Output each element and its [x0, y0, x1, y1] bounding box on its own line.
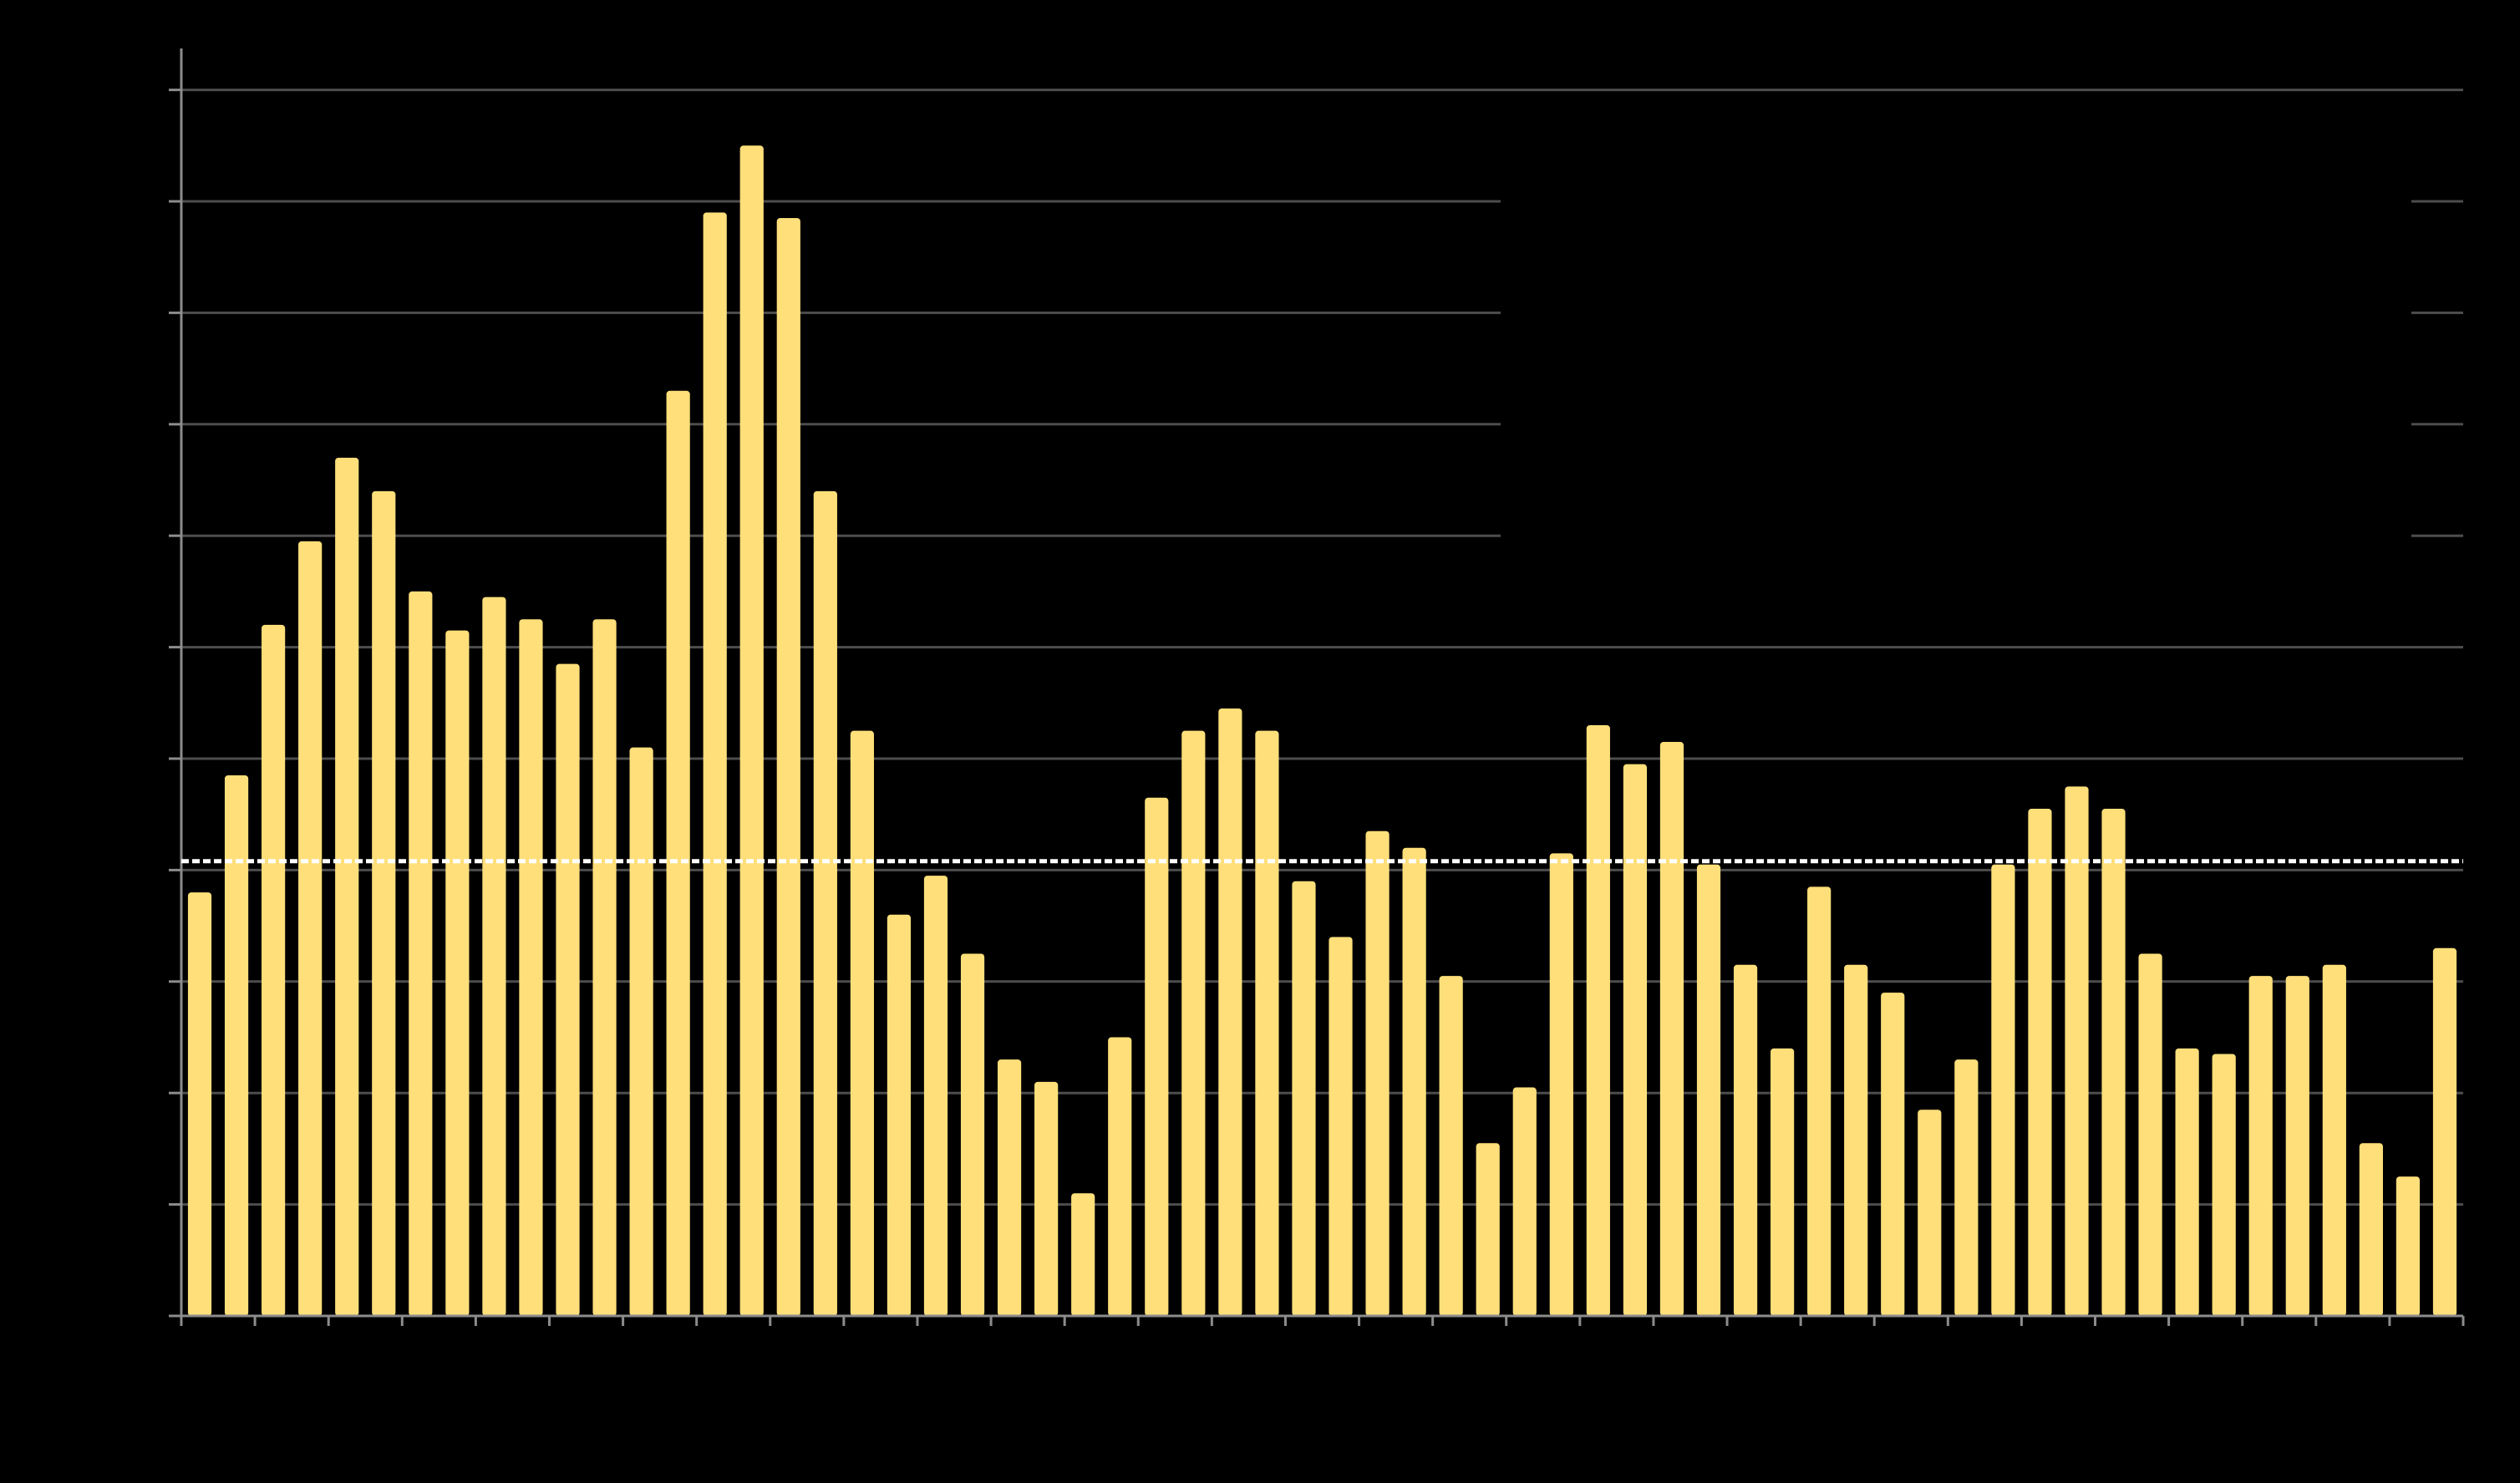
- bar: [2248, 976, 2273, 1316]
- bar: [1771, 1048, 1795, 1316]
- bar: [2212, 1054, 2236, 1316]
- bar: [703, 212, 727, 1317]
- bar: [1807, 886, 1832, 1316]
- bar: [2322, 964, 2346, 1316]
- bar: [1623, 764, 1648, 1316]
- bar: [666, 390, 690, 1316]
- bar: [409, 591, 433, 1316]
- bar: [372, 490, 396, 1316]
- bar: [1512, 1087, 1537, 1316]
- bar: [1365, 830, 1390, 1316]
- bar: [2028, 809, 2052, 1316]
- bar: [482, 597, 506, 1316]
- bar: [1218, 708, 1242, 1316]
- bar: [592, 619, 617, 1316]
- bars: [187, 145, 2457, 1317]
- bar: [997, 1059, 1022, 1316]
- bar: [335, 457, 359, 1316]
- bar: [519, 619, 543, 1316]
- bar: [1108, 1037, 1132, 1316]
- bar: [1439, 976, 1463, 1316]
- bar: [1329, 937, 1353, 1316]
- bar: [1586, 724, 1610, 1316]
- bar: [776, 218, 800, 1316]
- bar: [887, 914, 912, 1316]
- bar: [1292, 881, 1316, 1316]
- bar: [1402, 847, 1426, 1316]
- bar: [739, 145, 764, 1316]
- bar: [2101, 809, 2126, 1316]
- bar: [224, 775, 249, 1316]
- bar: [1844, 964, 1868, 1316]
- bar: [2138, 953, 2162, 1316]
- bar: [1881, 993, 1905, 1316]
- bar: [2065, 786, 2089, 1316]
- bar: [629, 747, 653, 1316]
- bar: [445, 630, 470, 1316]
- bar: [1918, 1110, 1942, 1316]
- bar: [2175, 1048, 2199, 1316]
- bar: [1991, 864, 2015, 1316]
- bar: [1549, 853, 1573, 1316]
- bar: [1181, 730, 1206, 1316]
- bar: [1255, 730, 1279, 1316]
- bar: [187, 892, 212, 1316]
- bar: [1659, 741, 1684, 1316]
- bar: [298, 541, 323, 1316]
- bar: [2359, 1143, 2383, 1316]
- bar: [2396, 1176, 2421, 1316]
- bar: [923, 876, 948, 1316]
- bar: [1954, 1059, 1979, 1316]
- bar: [2285, 976, 2309, 1316]
- bar: [556, 663, 580, 1316]
- bar: [813, 490, 837, 1316]
- bar: [1476, 1143, 1500, 1316]
- bar: [1071, 1193, 1095, 1316]
- bar: [960, 953, 985, 1316]
- bar: [262, 624, 286, 1316]
- bar: [2432, 947, 2457, 1316]
- axes: [169, 48, 2465, 1326]
- bar: [1145, 797, 1169, 1316]
- bar: [1733, 964, 1758, 1316]
- bar: [850, 730, 874, 1316]
- bar: [1034, 1081, 1059, 1316]
- bar: [1696, 864, 1721, 1316]
